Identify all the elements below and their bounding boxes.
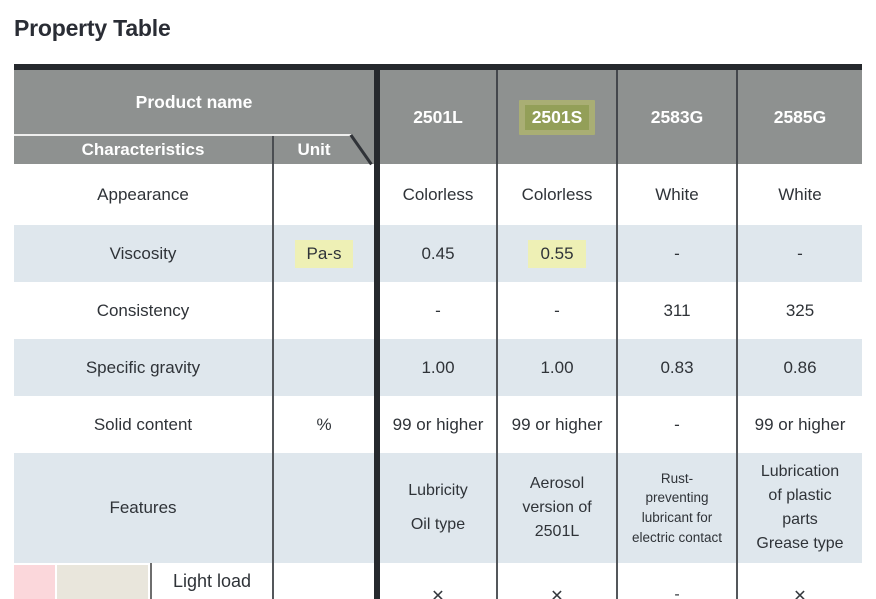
product-header-label: 2583G (650, 106, 704, 127)
row-label-group: Light load (14, 563, 274, 599)
unit-cell (274, 164, 380, 225)
page-title: Property Table (14, 15, 171, 41)
value-cell: 311 (618, 282, 738, 339)
value-cell: 0.45 (380, 225, 498, 282)
value-cell: White (778, 184, 822, 204)
value-cell: - (797, 243, 803, 263)
value-cell: 325 (785, 300, 815, 320)
unit-cell (274, 282, 380, 339)
value-cell: 99 or higher (498, 396, 618, 453)
property-table: Product name Characteristics Unit 2501L … (14, 64, 862, 599)
table-row-solid-content: Solid content % 99 or higher 99 or highe… (14, 396, 862, 453)
product-header-label: 2501L (413, 106, 463, 127)
table-header: Product name Characteristics Unit 2501L … (14, 70, 862, 165)
value-cell: Aerosol version of 2501L (498, 453, 618, 563)
value-cell: ✕ (380, 563, 498, 599)
row-label: Viscosity (14, 225, 274, 282)
header-separator-line (14, 134, 352, 136)
value-cell: 0.55 (498, 225, 618, 282)
product-column-header-2585G: 2585G (738, 70, 862, 164)
row-label: Specific gravity (14, 339, 274, 396)
value-cell: Rust- preventing lubricant for electric … (618, 453, 738, 563)
value-cell: Lubrication of plastic parts Grease type (756, 463, 844, 552)
unit-cell: % (274, 396, 380, 453)
unit-cell (274, 339, 380, 396)
unit-cell: Pa-s (274, 225, 380, 282)
value-cell: 99 or higher (380, 396, 498, 453)
product-column-header-2501S: 2501S (498, 70, 618, 164)
value-cell: Colorless (498, 164, 618, 225)
table-row-specific-gravity: Specific gravity 1.00 1.00 0.83 0.86 (14, 339, 862, 396)
value-cell: ✕ (793, 588, 807, 599)
product-name-header: Product name (14, 70, 374, 134)
characteristics-label: Characteristics (81, 140, 205, 159)
row-label: Features (14, 453, 274, 563)
value-cell: 1.00 (380, 339, 498, 396)
unit-label: Unit (297, 140, 331, 159)
table-row-consistency: Consistency - - 311 325 (14, 282, 862, 339)
table-row-viscosity: Viscosity Pa-s 0.45 0.55 - - (14, 225, 862, 282)
value-cell: - (618, 225, 738, 282)
row-label: Light load (172, 570, 252, 591)
value-cell: - (618, 563, 738, 599)
header-corner: Product name Characteristics Unit (14, 70, 380, 165)
product-header-label: 2585G (773, 106, 827, 127)
value-cell: 99 or higher (754, 414, 846, 434)
value-cell: 0.86 (783, 357, 817, 377)
unit-cell (274, 453, 380, 563)
value-cell: ✕ (498, 563, 618, 599)
product-name-label: Product name (135, 91, 253, 112)
value-cell: White (618, 164, 738, 225)
product-header-label: 2501S (524, 104, 590, 130)
value-cell: Lubricity Oil type (380, 453, 498, 563)
beige-category-cell (57, 565, 148, 599)
unit-header: Unit (274, 136, 354, 164)
value-cell: - (380, 282, 498, 339)
characteristics-header: Characteristics (14, 136, 274, 164)
product-highlight: 2501S (518, 99, 596, 135)
row-label: Appearance (14, 164, 274, 225)
highlighted-unit: Pa-s (294, 239, 354, 268)
value-cell: Colorless (380, 164, 498, 225)
row-label: Consistency (14, 282, 274, 339)
value-cell: 0.83 (618, 339, 738, 396)
product-column-header-2583G: 2583G (618, 70, 738, 164)
table-row-appearance: Appearance Colorless Colorless White Whi… (14, 164, 862, 225)
table-row-features: Features Lubricity Oil type Aerosol vers… (14, 453, 862, 563)
table-row-light-load: Light load ✕ ✕ - ✕ (14, 563, 862, 599)
highlighted-value: 0.55 (528, 239, 586, 268)
value-cell: - (618, 396, 738, 453)
value-cell: - (498, 282, 618, 339)
category-divider (150, 563, 152, 599)
unit-cell (274, 563, 380, 599)
pink-category-cell (14, 565, 55, 599)
product-column-header-2501L: 2501L (380, 70, 498, 164)
row-label: Solid content (14, 396, 274, 453)
value-cell: 1.00 (498, 339, 618, 396)
